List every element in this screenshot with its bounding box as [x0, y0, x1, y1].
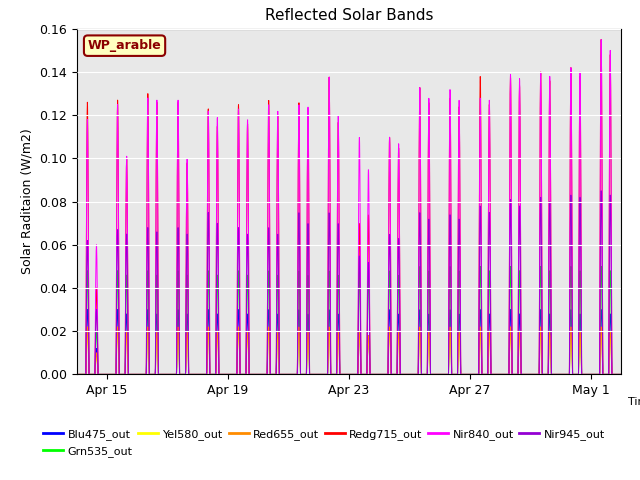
- Nir945_out: [617, 372, 625, 377]
- Nir945_out: [402, 372, 410, 377]
- Line: Nir945_out: Nir945_out: [77, 191, 621, 374]
- Text: WP_arable: WP_arable: [88, 39, 161, 52]
- Yel580_out: [225, 372, 232, 377]
- Yel580_out: [617, 372, 625, 377]
- Redg715_out: [73, 372, 81, 377]
- Nir945_out: [73, 372, 81, 377]
- Y-axis label: Solar Raditaion (W/m2): Solar Raditaion (W/m2): [20, 129, 33, 275]
- Line: Redg715_out: Redg715_out: [77, 40, 621, 374]
- Nir945_out: [225, 372, 232, 377]
- Yel580_out: [412, 372, 419, 377]
- Nir945_out: [412, 372, 419, 377]
- Blu475_out: [73, 372, 81, 377]
- Line: Nir840_out: Nir840_out: [77, 40, 621, 374]
- Redg715_out: [412, 372, 419, 377]
- Nir840_out: [189, 372, 197, 377]
- Redg715_out: [597, 37, 605, 43]
- Red655_out: [412, 372, 419, 377]
- Blu475_out: [617, 372, 625, 377]
- Red655_out: [402, 372, 410, 377]
- Grn535_out: [402, 372, 410, 377]
- Yel580_out: [597, 328, 605, 334]
- Grn535_out: [617, 372, 625, 377]
- Text: Time: Time: [628, 397, 640, 407]
- Nir840_out: [73, 372, 81, 377]
- Line: Blu475_out: Blu475_out: [77, 310, 621, 374]
- Nir945_out: [189, 372, 197, 377]
- Redg715_out: [617, 372, 625, 377]
- Blu475_out: [84, 307, 92, 312]
- Line: Grn535_out: Grn535_out: [77, 266, 621, 374]
- Blu475_out: [412, 372, 419, 377]
- Red655_out: [225, 372, 233, 377]
- Redg715_out: [189, 372, 197, 377]
- Yel580_out: [617, 372, 625, 377]
- Red655_out: [565, 372, 573, 377]
- Red655_out: [73, 372, 81, 377]
- Nir840_out: [565, 372, 573, 377]
- Nir840_out: [617, 372, 625, 377]
- Nir840_out: [597, 37, 605, 43]
- Nir840_out: [402, 372, 410, 377]
- Yel580_out: [565, 372, 573, 377]
- Red655_out: [617, 372, 625, 377]
- Blu475_out: [617, 372, 625, 377]
- Blu475_out: [189, 372, 197, 377]
- Red655_out: [84, 324, 92, 330]
- Nir945_out: [565, 372, 573, 377]
- Redg715_out: [617, 372, 625, 377]
- Nir945_out: [597, 188, 605, 194]
- Blu475_out: [225, 372, 233, 377]
- Redg715_out: [402, 372, 410, 377]
- Blu475_out: [565, 372, 573, 377]
- Grn535_out: [189, 372, 197, 377]
- Legend: Blu475_out, Grn535_out, Yel580_out, Red655_out, Redg715_out, Nir840_out, Nir945_: Blu475_out, Grn535_out, Yel580_out, Red6…: [39, 425, 609, 461]
- Yel580_out: [189, 372, 197, 377]
- Redg715_out: [565, 372, 573, 377]
- Nir840_out: [617, 372, 625, 377]
- Nir840_out: [225, 372, 232, 377]
- Line: Yel580_out: Yel580_out: [77, 331, 621, 374]
- Red655_out: [617, 372, 625, 377]
- Redg715_out: [225, 372, 232, 377]
- Title: Reflected Solar Bands: Reflected Solar Bands: [264, 9, 433, 24]
- Grn535_out: [73, 372, 81, 377]
- Grn535_out: [225, 372, 232, 377]
- Yel580_out: [73, 372, 81, 377]
- Yel580_out: [402, 372, 410, 377]
- Line: Red655_out: Red655_out: [77, 327, 621, 374]
- Grn535_out: [412, 372, 419, 377]
- Nir840_out: [412, 372, 419, 377]
- Grn535_out: [617, 372, 625, 377]
- Nir945_out: [617, 372, 625, 377]
- Grn535_out: [597, 264, 605, 269]
- Red655_out: [189, 372, 197, 377]
- Grn535_out: [565, 372, 573, 377]
- Blu475_out: [402, 372, 410, 377]
